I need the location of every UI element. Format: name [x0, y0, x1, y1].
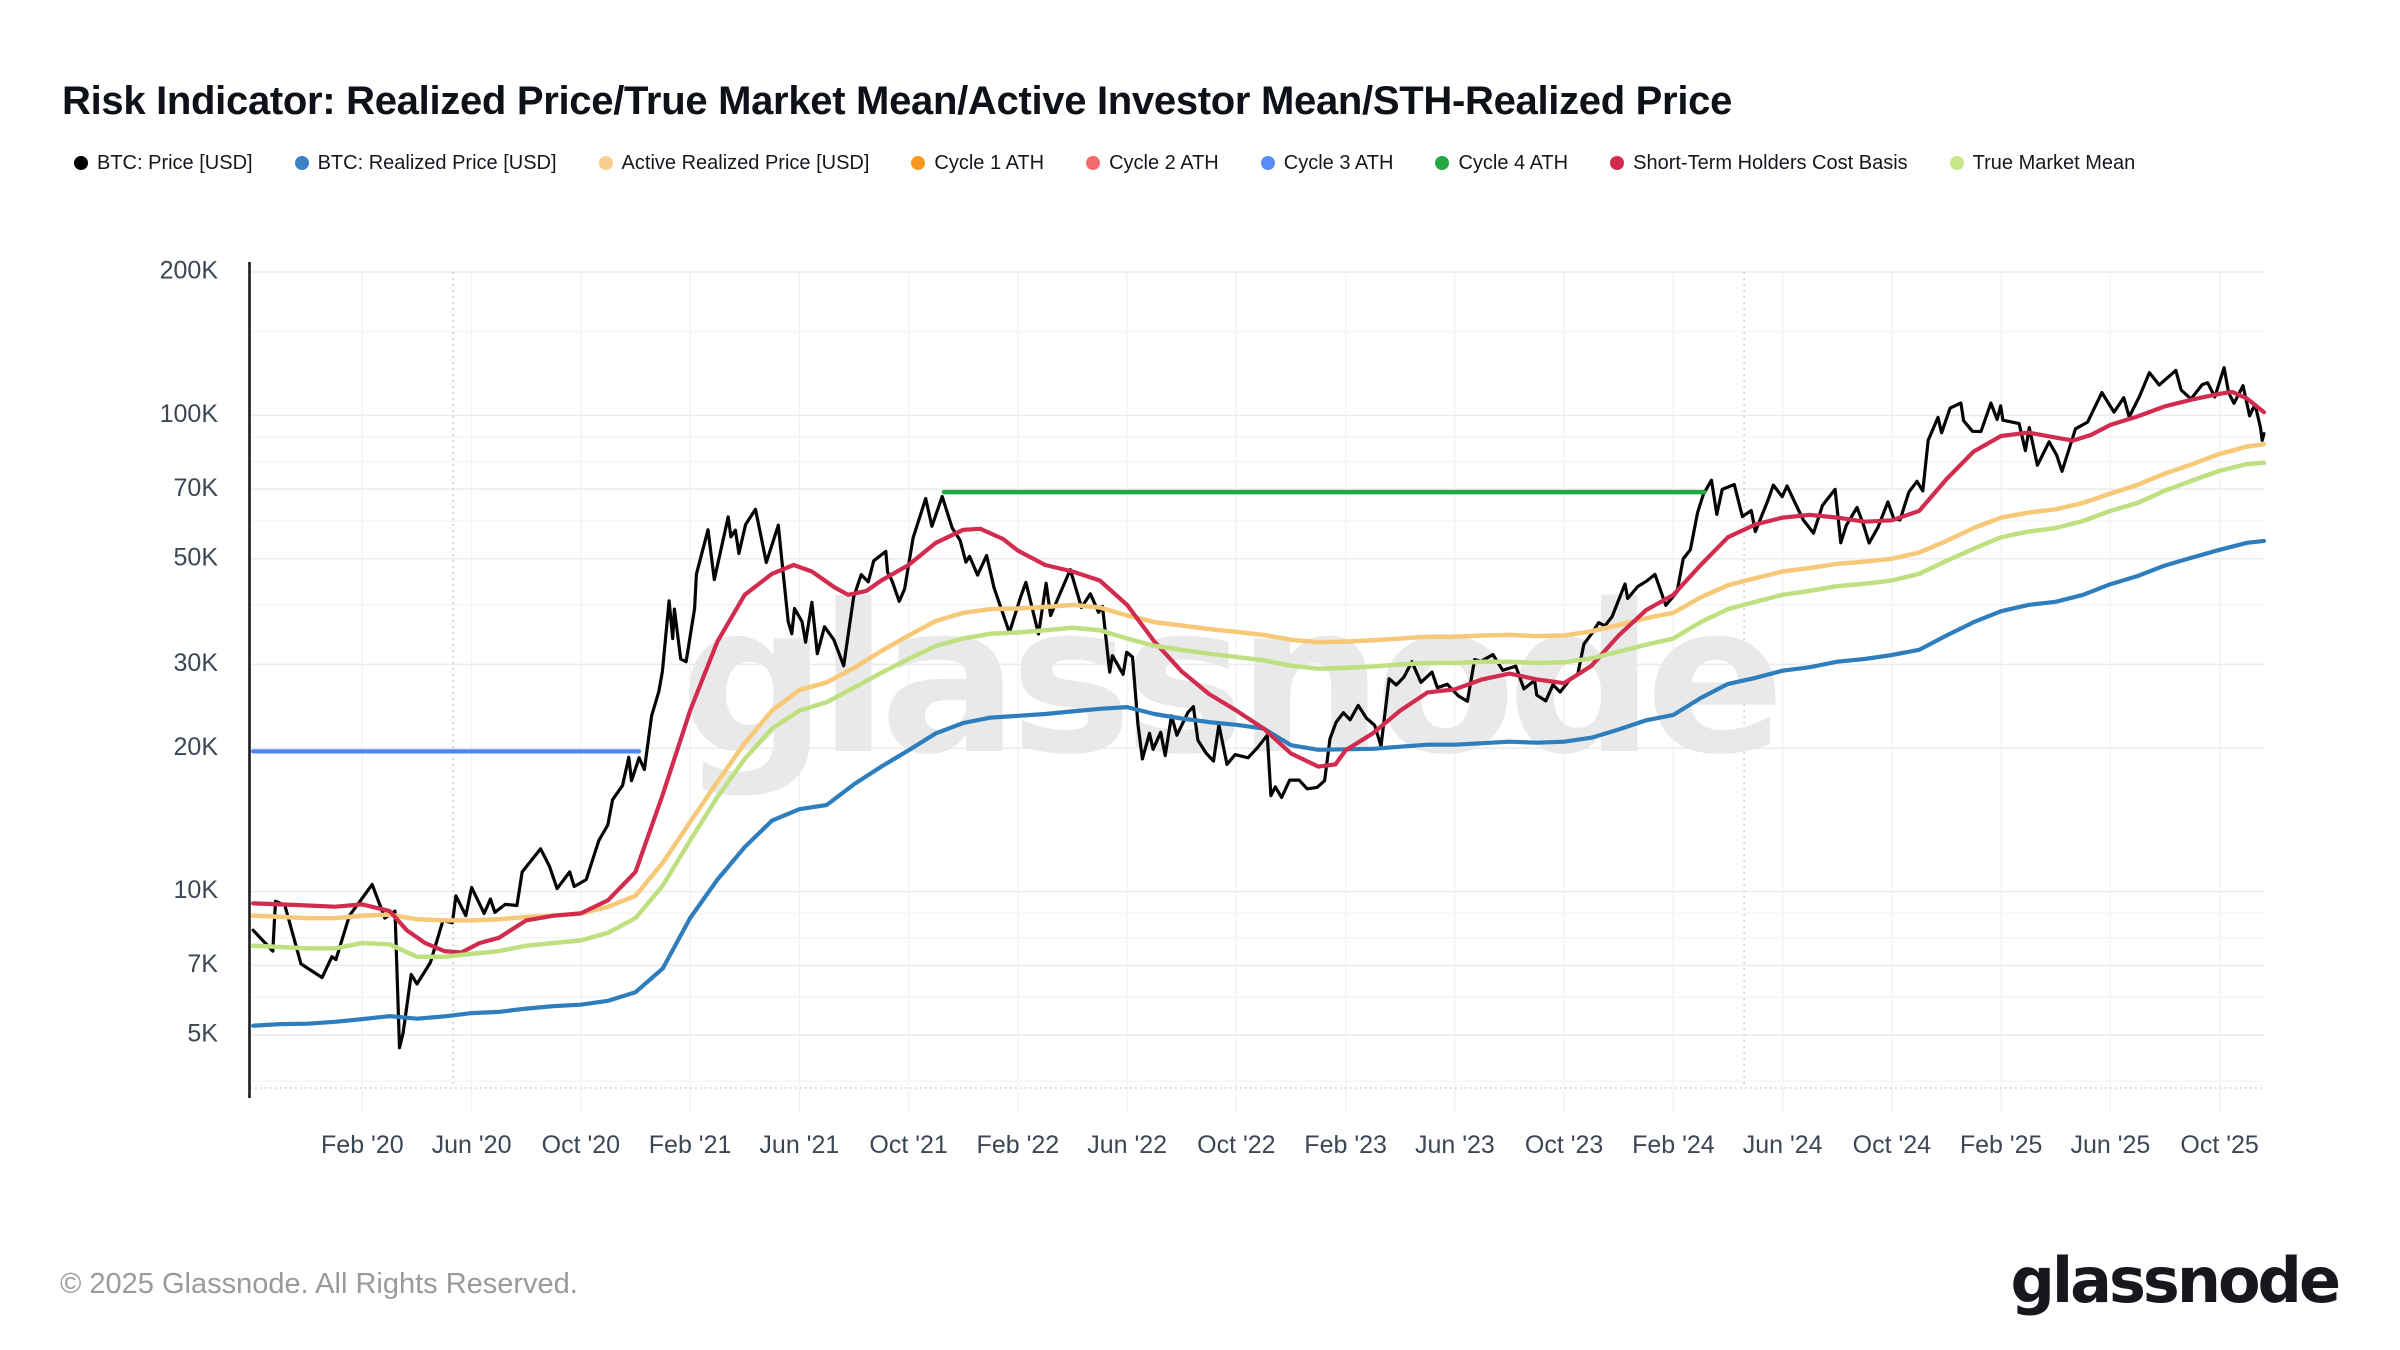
x-axis-label: Feb '25: [1960, 1131, 2043, 1159]
legend-label: Short-Term Holders Cost Basis: [1633, 151, 1908, 174]
glassnode-logo[interactable]: glassnode: [2010, 1244, 2341, 1317]
legend-item-short-term-holders-cost-basis[interactable]: Short-Term Holders Cost Basis: [1610, 152, 1908, 175]
y-axis-label: 10K: [174, 876, 219, 904]
x-axis-label: Oct '24: [1853, 1131, 1932, 1159]
legend-color-dot: [1086, 156, 1101, 170]
chart-series: [250, 366, 2267, 1050]
legend-item-active-realized-price-usd[interactable]: Active Realized Price [USD]: [598, 151, 870, 175]
series-line-btc-realized-price-usd: [251, 538, 2267, 1028]
legend-label: BTC: Price [USD]: [97, 151, 253, 174]
y-axis-label: 200K: [160, 257, 219, 285]
legend-color-dot: [598, 156, 613, 170]
legend-item-true-market-mean[interactable]: True Market Mean: [1949, 151, 2136, 175]
legend-label: Active Realized Price [USD]: [621, 151, 870, 174]
y-axis-label: 20K: [174, 733, 219, 761]
x-axis-label: Jun '22: [1087, 1131, 1167, 1159]
x-axis-label: Jun '23: [1415, 1131, 1495, 1159]
copyright-text: © 2025 Glassnode. All Rights Reserved.: [60, 1268, 578, 1300]
legend-label: Cycle 4 ATH: [1458, 151, 1569, 174]
x-axis-label: Oct '25: [2180, 1131, 2258, 1159]
x-axis-label: Feb '22: [977, 1131, 1060, 1159]
legend-color-dot: [1435, 156, 1450, 170]
legend-label: Cycle 1 ATH: [934, 151, 1045, 174]
chart-grid: 200K 100K 70K 50K 30K 20K 10K 7K 5K Feb '20 Jun '2…: [160, 257, 2264, 1159]
legend-label: BTC: Realized Price [USD]: [317, 151, 557, 174]
legend-item-cycle-2-ath[interactable]: Cycle 2 ATH: [1086, 152, 1219, 175]
legend-color-dot: [74, 156, 88, 170]
y-axis-label: 5K: [187, 1020, 218, 1048]
x-axis-label: Oct '20: [542, 1131, 620, 1159]
y-axis-label: 100K: [160, 400, 219, 428]
x-axis-label: Oct '21: [869, 1131, 947, 1159]
x-axis-label: Jun '20: [432, 1131, 512, 1159]
x-axis-label: Oct '23: [1525, 1131, 1603, 1159]
x-axis-label: Jun '24: [1743, 1131, 1823, 1159]
x-axis-label: Jun '25: [2070, 1131, 2150, 1159]
legend-label: Cycle 3 ATH: [1283, 151, 1394, 174]
series-line-active-realized-price-usd: [250, 441, 2267, 923]
legend-color-dot: [1260, 156, 1275, 170]
y-axis-label: 50K: [174, 543, 219, 571]
legend-label: True Market Mean: [1972, 151, 2136, 174]
page-title: Risk Indicator: Realized Price/True Mark…: [62, 78, 1733, 123]
legend-color-dot: [1949, 156, 1964, 170]
legend-item-btc-realized-price-usd[interactable]: BTC: Realized Price [USD]: [294, 151, 557, 175]
series-line-short-term-holders-cost-basis: [251, 389, 2267, 955]
y-axis-label: 7K: [187, 950, 218, 978]
legend-item-btc-price-usd[interactable]: BTC: Price [USD]: [74, 152, 253, 175]
legend-item-cycle-4-ath[interactable]: Cycle 4 ATH: [1435, 152, 1568, 175]
x-axis-label: Jun '21: [759, 1131, 839, 1159]
legend-item-cycle-1-ath[interactable]: Cycle 1 ATH: [911, 152, 1044, 175]
legend-label: Cycle 2 ATH: [1109, 151, 1219, 174]
series-line-true-market-mean: [250, 460, 2267, 959]
x-axis-label: Feb '20: [321, 1131, 404, 1159]
x-axis-label: Feb '23: [1304, 1131, 1387, 1159]
legend-item-cycle-3-ath[interactable]: Cycle 3 ATH: [1260, 151, 1394, 175]
legend-color-dot: [911, 156, 926, 170]
y-axis-label: 70K: [174, 474, 219, 502]
legend-color-dot: [294, 156, 309, 170]
legend-color-dot: [1610, 156, 1625, 170]
x-axis-label: Feb '21: [649, 1131, 732, 1159]
series-line-btc-price-usd: [251, 366, 2266, 1050]
x-axis-label: Feb '24: [1632, 1131, 1715, 1159]
price-chart-area[interactable]: 200K 100K 70K 50K 30K 20K 10K 7K 5K Feb '20 Jun '2…: [0, 230, 2400, 1170]
x-axis-label: Oct '22: [1197, 1131, 1275, 1159]
chart-legend: BTC: Price [USD] BTC: Realized Price [USD…: [74, 149, 2135, 177]
y-axis-label: 30K: [174, 649, 219, 677]
